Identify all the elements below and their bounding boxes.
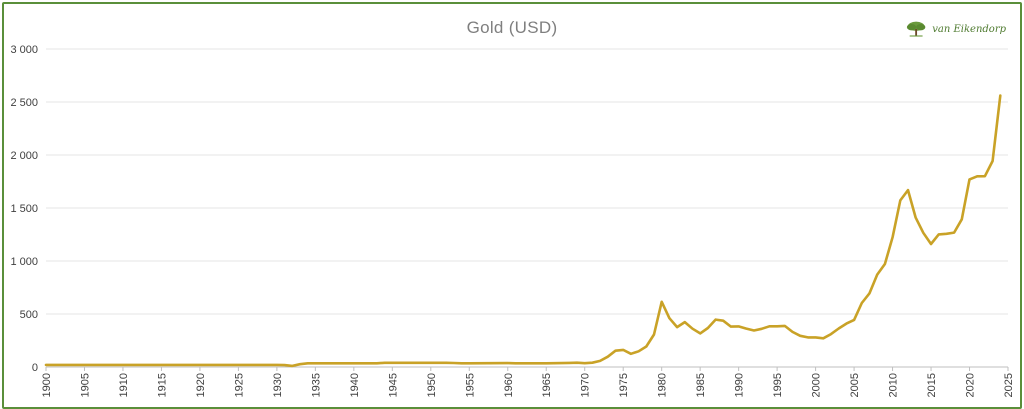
x-tick-label: 1960 <box>503 373 515 397</box>
y-tick-label: 500 <box>20 309 38 321</box>
x-tick-label: 2015 <box>926 373 938 397</box>
x-tick-label: 1940 <box>349 373 361 397</box>
x-tick-label: 1980 <box>657 373 669 397</box>
y-tick-label: 2 500 <box>10 97 38 109</box>
x-tick-label: 1935 <box>310 373 322 397</box>
chart-title: Gold (USD) <box>466 18 558 37</box>
brand-logo: van Eikendorp <box>906 18 1006 40</box>
y-tick-label: 1 000 <box>10 256 38 268</box>
gold-price-line <box>44 94 1002 368</box>
x-tick-label: 2020 <box>965 373 977 397</box>
x-tick-label: 1905 <box>79 373 91 397</box>
x-tick-label: 1990 <box>734 373 746 397</box>
x-tick-label: 1925 <box>233 373 245 397</box>
tree-icon <box>906 21 926 37</box>
x-tick-label: 1985 <box>695 373 707 397</box>
x-tick-label: 2005 <box>849 373 861 397</box>
x-tick-label: 2010 <box>888 373 900 397</box>
logo-text: van Eikendorp <box>932 23 1006 35</box>
x-tick-label: 1955 <box>464 373 476 397</box>
y-tick-label: 2 000 <box>10 150 38 162</box>
x-tick-label: 1965 <box>541 373 553 397</box>
x-tick-label: 1945 <box>387 373 399 397</box>
y-tick-label: 3 000 <box>10 44 38 56</box>
x-tick-label: 2000 <box>811 373 823 397</box>
y-tick-label: 1 500 <box>10 203 38 215</box>
x-tick-label: 1910 <box>118 373 130 397</box>
x-tick-label: 1920 <box>195 373 207 397</box>
x-tick-label: 1995 <box>772 373 784 397</box>
x-tick-label: 1900 <box>41 373 53 397</box>
x-tick-label: 1915 <box>156 373 168 397</box>
x-tick-label: 1930 <box>272 373 284 397</box>
y-tick-label: 0 <box>32 362 38 374</box>
x-tick-label: 1950 <box>426 373 438 397</box>
x-tick-label: 1970 <box>580 373 592 397</box>
x-tick-label: 1975 <box>618 373 630 397</box>
x-tick-label: 2025 <box>1003 373 1015 397</box>
